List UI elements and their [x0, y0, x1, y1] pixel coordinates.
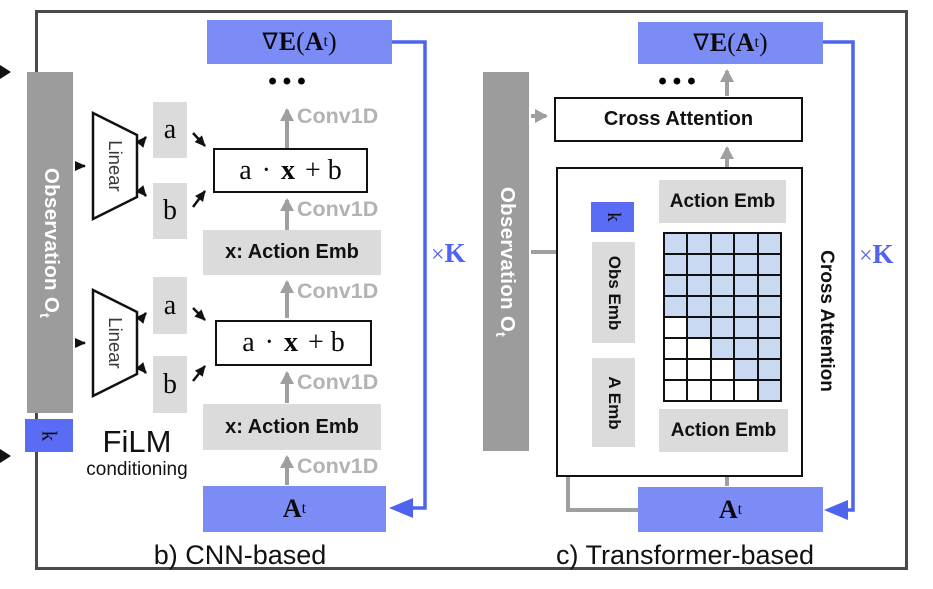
mask-cell — [687, 338, 711, 359]
ellipsis-c: ••• — [658, 68, 702, 95]
mask-cell — [734, 380, 758, 401]
mask-cell — [757, 317, 781, 338]
observation-label-c: Observation Ot — [492, 186, 520, 337]
observation-label-b: Observation Ot — [36, 167, 64, 318]
obs-emb-box: Obs Emb — [592, 242, 635, 343]
mask-cell — [687, 233, 711, 254]
mask-cell — [687, 296, 711, 317]
mask-cell — [687, 359, 711, 380]
action-emb-box-b-1: x: Action Emb — [203, 230, 381, 275]
observation-bar-b: Observation Ot — [27, 72, 73, 413]
film-a-box-1: a — [153, 102, 187, 158]
conv1d-label-2: Conv1D — [297, 197, 379, 221]
mask-cell — [734, 359, 758, 380]
film-equation-box-2: a · x + b — [215, 320, 372, 366]
mask-cell — [734, 317, 758, 338]
mask-cell — [757, 254, 781, 275]
a-emb-box: A Emb — [592, 358, 635, 447]
conv1d-label-5: Conv1D — [297, 454, 379, 478]
cross-attention-box: Cross Attention — [554, 97, 803, 142]
mask-cell — [687, 380, 711, 401]
mask-cell — [710, 380, 735, 401]
cross-attention-side-label: Cross Attention — [816, 250, 837, 392]
film-b-box-2: b — [153, 356, 187, 413]
mask-cell — [664, 338, 688, 359]
action-emb-box-b-2: x: Action Emb — [203, 404, 381, 450]
mask-cell — [710, 233, 735, 254]
mask-cell — [734, 233, 758, 254]
mask-cell — [664, 359, 688, 380]
k-step-box-b: k — [25, 419, 73, 452]
film-equation-box-1: a · x + b — [213, 148, 368, 193]
mask-cell — [757, 296, 781, 317]
left-entry-arrow-bottom — [0, 449, 11, 463]
mask-cell — [664, 296, 688, 317]
k-label-c: k — [602, 212, 624, 222]
film-subtitle: conditioning — [86, 459, 188, 480]
film-title: FiLM — [102, 424, 172, 459]
action-emb-box-c-bottom: Action Emb — [659, 409, 788, 452]
mask-cell — [710, 317, 735, 338]
mask-cell — [757, 338, 781, 359]
k-label-b: k — [37, 430, 62, 441]
mask-cell — [664, 317, 688, 338]
mask-cell — [664, 275, 688, 296]
mask-cell — [734, 254, 758, 275]
mask-cell — [757, 359, 781, 380]
caption-cnn: b) CNN-based — [153, 540, 327, 570]
conv1d-label-3: Conv1D — [297, 279, 379, 303]
left-entry-arrow-top — [0, 65, 11, 79]
mask-cell — [757, 233, 781, 254]
loop-count-label-c: ×K — [859, 239, 894, 269]
mask-cell — [664, 254, 688, 275]
conv1d-label-4: Conv1D — [297, 370, 379, 394]
mask-cell — [734, 296, 758, 317]
mask-cell — [710, 296, 735, 317]
ellipsis-b: ••• — [268, 68, 312, 95]
mask-cell — [687, 317, 711, 338]
mask-cell — [687, 254, 711, 275]
film-b-box-1: b — [153, 183, 187, 239]
mask-cell — [710, 254, 735, 275]
loop-count-label-b: ×K — [431, 238, 466, 268]
mask-cell — [664, 380, 688, 401]
mask-cell — [734, 275, 758, 296]
caption-transformer: c) Transformer-based — [555, 540, 815, 570]
k-step-box-c: k — [591, 202, 634, 232]
film-a-box-2: a — [153, 277, 187, 334]
mask-cell — [664, 233, 688, 254]
mask-cell — [710, 275, 735, 296]
conv1d-label-1: Conv1D — [297, 104, 379, 128]
mask-cell — [687, 275, 711, 296]
mask-cell — [710, 338, 735, 359]
mask-cell — [757, 275, 781, 296]
action-emb-box-c-top: Action Emb — [659, 180, 786, 223]
attention-mask-grid — [663, 232, 782, 402]
observation-bar-c: Observation Ot — [483, 72, 529, 451]
mask-cell — [757, 380, 781, 401]
mask-cell — [734, 338, 758, 359]
mask-cell — [710, 359, 735, 380]
